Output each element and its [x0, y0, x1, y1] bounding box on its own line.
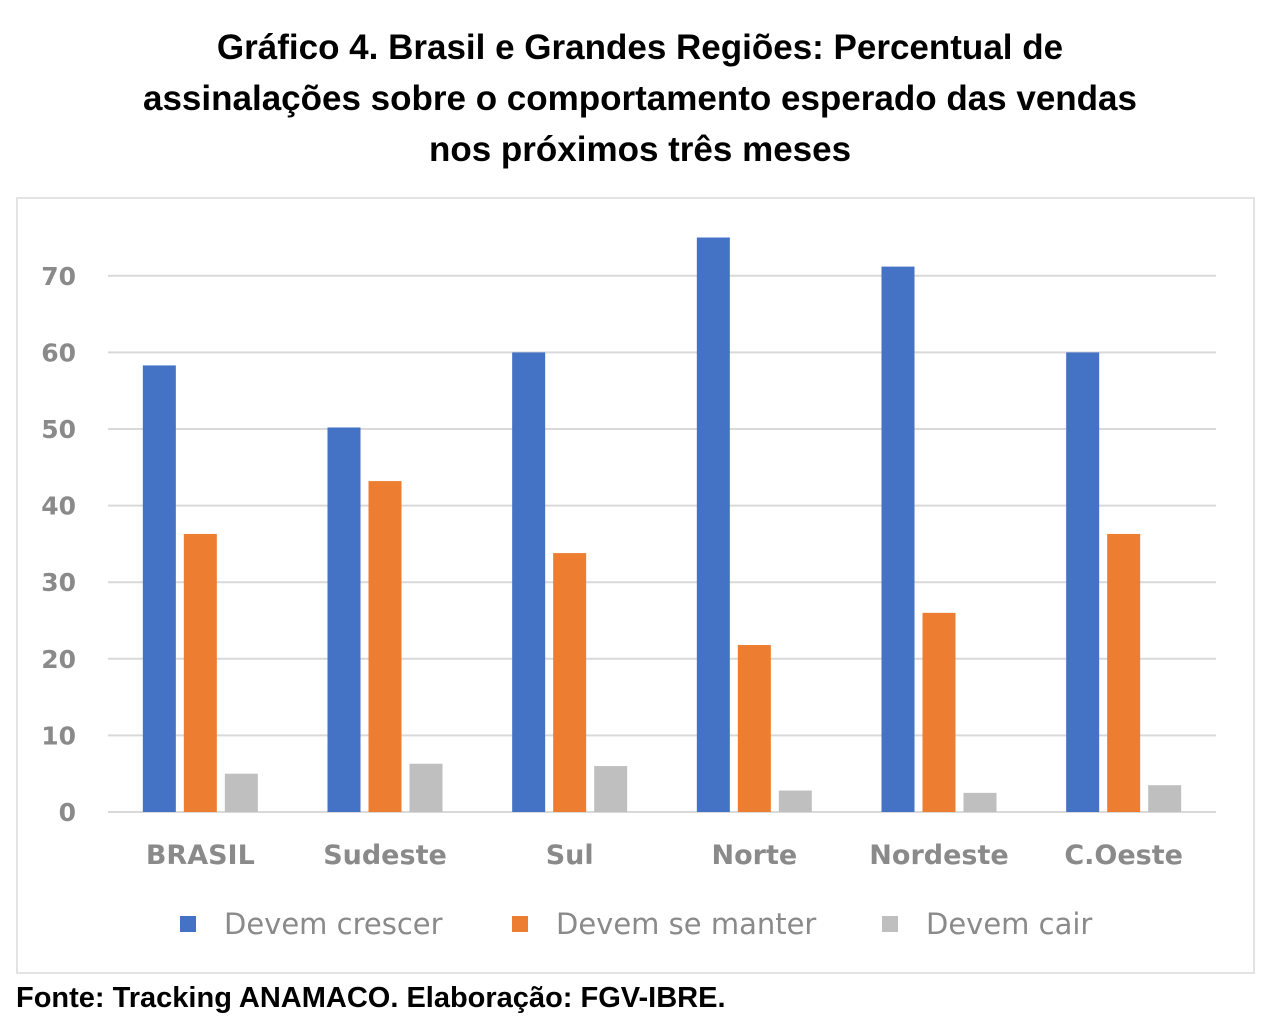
bar-devem-crescer — [142, 365, 176, 812]
y-tick-label: 20 — [41, 645, 76, 674]
y-tick-label: 70 — [41, 262, 76, 291]
bar-devem-crescer — [696, 237, 730, 812]
x-category-label: Norte — [711, 840, 797, 871]
legend-swatch — [882, 916, 898, 932]
bar-devem-cair — [963, 792, 997, 812]
bar-devem-cair — [1148, 785, 1182, 812]
y-tick-label: 40 — [41, 492, 76, 521]
bar-devem-crescer — [512, 352, 546, 812]
title-line-3: nos próximos três meses — [428, 130, 852, 169]
chart-area — [16, 197, 1255, 974]
bar-devem-se-manter — [183, 533, 217, 812]
legend-label: Devem se manter — [556, 907, 816, 941]
x-category-label: Sudeste — [323, 840, 447, 871]
bar-devem-se-manter — [553, 553, 587, 812]
bar-devem-se-manter — [922, 612, 956, 812]
y-tick-label: 0 — [59, 798, 76, 827]
bar-devem-se-manter — [1107, 533, 1141, 812]
bar-devem-crescer — [1066, 352, 1100, 812]
bar-devem-cair — [778, 790, 812, 812]
legend-swatch — [180, 916, 196, 932]
legend-label: Devem cair — [926, 907, 1092, 941]
bar-devem-cair — [594, 766, 628, 812]
bar-devem-crescer — [327, 427, 361, 812]
chart-title: Gráfico 4. Brasil e Grandes Regiões: Per… — [40, 22, 1240, 175]
bar-devem-crescer — [881, 266, 915, 812]
legend-label: Devem crescer — [224, 907, 443, 941]
y-tick-label: 60 — [41, 338, 76, 367]
source-note: Fonte: Tracking ANAMACO. Elaboração: FGV… — [16, 982, 726, 1014]
y-tick-label: 10 — [41, 721, 76, 750]
y-tick-label: 50 — [41, 415, 76, 444]
bar-chart: 0 10 20 30 40 50 60 70 BRASIL Sudeste Sul Norte Nord… — [41, 237, 1216, 941]
y-tick-label: 30 — [41, 568, 76, 597]
x-category-label: C.Oeste — [1064, 840, 1183, 871]
title-line-1: Gráfico 4. Brasil e Grandes Regiões: Per… — [216, 28, 1064, 67]
title-line-2: assinalações sobre o comportamento esper… — [143, 79, 1137, 118]
bar-devem-cair — [409, 763, 443, 812]
x-category-label: Sul — [546, 840, 594, 871]
bar-devem-se-manter — [737, 645, 771, 812]
x-category-label: Nordeste — [869, 840, 1008, 871]
legend-swatch — [512, 916, 528, 932]
bar-devem-cair — [224, 773, 258, 812]
x-category-label: BRASIL — [146, 840, 255, 871]
bar-devem-se-manter — [368, 481, 402, 812]
